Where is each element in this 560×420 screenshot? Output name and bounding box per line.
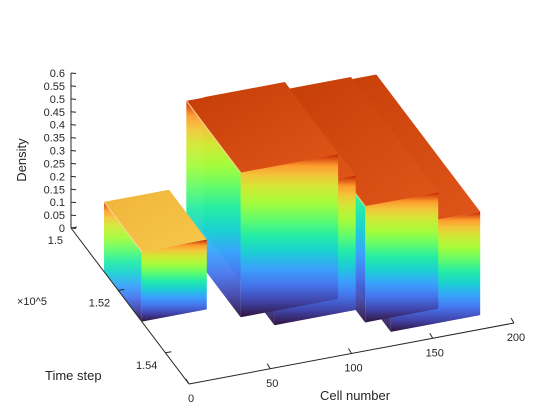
- ridge-top: [104, 189, 207, 252]
- z-tick-label: 0.1: [50, 197, 65, 209]
- y-exponent-label: ×10^5: [17, 296, 47, 308]
- x-tick-label: 150: [426, 347, 444, 359]
- y-tick-mark: [165, 351, 172, 354]
- z-axis-label: Density: [14, 138, 29, 182]
- x-tick-mark: [510, 317, 515, 324]
- x-ticks: 0 50 100 150 200: [185, 317, 525, 405]
- ridge-crest: [185, 100, 242, 174]
- z-tick-mark: [70, 214, 77, 217]
- z-tick-label: 0.5: [50, 94, 65, 106]
- z-tick-label: 0.6: [50, 68, 65, 80]
- z-tick-mark: [70, 162, 77, 165]
- z-tick-label: 0.35: [44, 133, 65, 145]
- z-tick-label: 0: [59, 223, 65, 235]
- ridge-wall: [104, 201, 142, 322]
- x-tick-label: 0: [188, 393, 194, 405]
- z-tick-label: 0.15: [44, 184, 65, 196]
- z-tick-mark: [70, 188, 77, 191]
- y-tick-label: 1.52: [89, 297, 110, 309]
- z-tick-label: 0.05: [44, 210, 65, 222]
- z-tick-mark: [70, 137, 77, 139]
- z-tick-mark: [70, 98, 77, 100]
- x-tick-label: 200: [507, 332, 525, 344]
- z-tick-mark: [70, 201, 77, 204]
- x-tick-mark: [348, 348, 352, 354]
- z-tick-label: 0.4: [50, 120, 65, 132]
- ridge-top: [277, 77, 439, 207]
- ridge-front: [141, 239, 207, 322]
- z-tick-label: 0.45: [44, 107, 65, 119]
- ridge-front: [240, 154, 339, 318]
- y-tick-label: 1.5: [48, 235, 63, 247]
- z-tick-mark: [70, 72, 77, 74]
- y-tick-label: 1.54: [136, 360, 157, 372]
- z-tick-label: 0.25: [44, 158, 65, 170]
- ridge-crest: [103, 201, 143, 253]
- z-tick-mark: [70, 150, 77, 152]
- z-tick-label: 0.55: [44, 81, 65, 93]
- x-tick-label: 100: [344, 363, 362, 375]
- x-tick-mark: [185, 378, 190, 385]
- y-tick-mark: [70, 226, 78, 229]
- z-tick-label: 0.3: [50, 146, 65, 158]
- z-tick-mark: [70, 85, 77, 87]
- y-tick-mark: [118, 288, 125, 291]
- z-tick-mark: [70, 124, 77, 126]
- x-tick-mark: [429, 332, 434, 339]
- x-tick-mark: [266, 363, 271, 370]
- z-tick-mark: [70, 175, 77, 178]
- y-axis-line: [70, 227, 190, 385]
- x-tick-label: 50: [266, 378, 278, 390]
- z-tick-label: 0.2: [50, 171, 65, 183]
- y-axis-label: Time step: [45, 368, 102, 383]
- x-axis-label: Cell number: [320, 388, 391, 403]
- ridge-front: [365, 192, 439, 323]
- z-tick-mark: [70, 111, 77, 113]
- density-surface: [103, 74, 481, 332]
- y-ticks: 1.5 1.52 1.54: [48, 226, 172, 372]
